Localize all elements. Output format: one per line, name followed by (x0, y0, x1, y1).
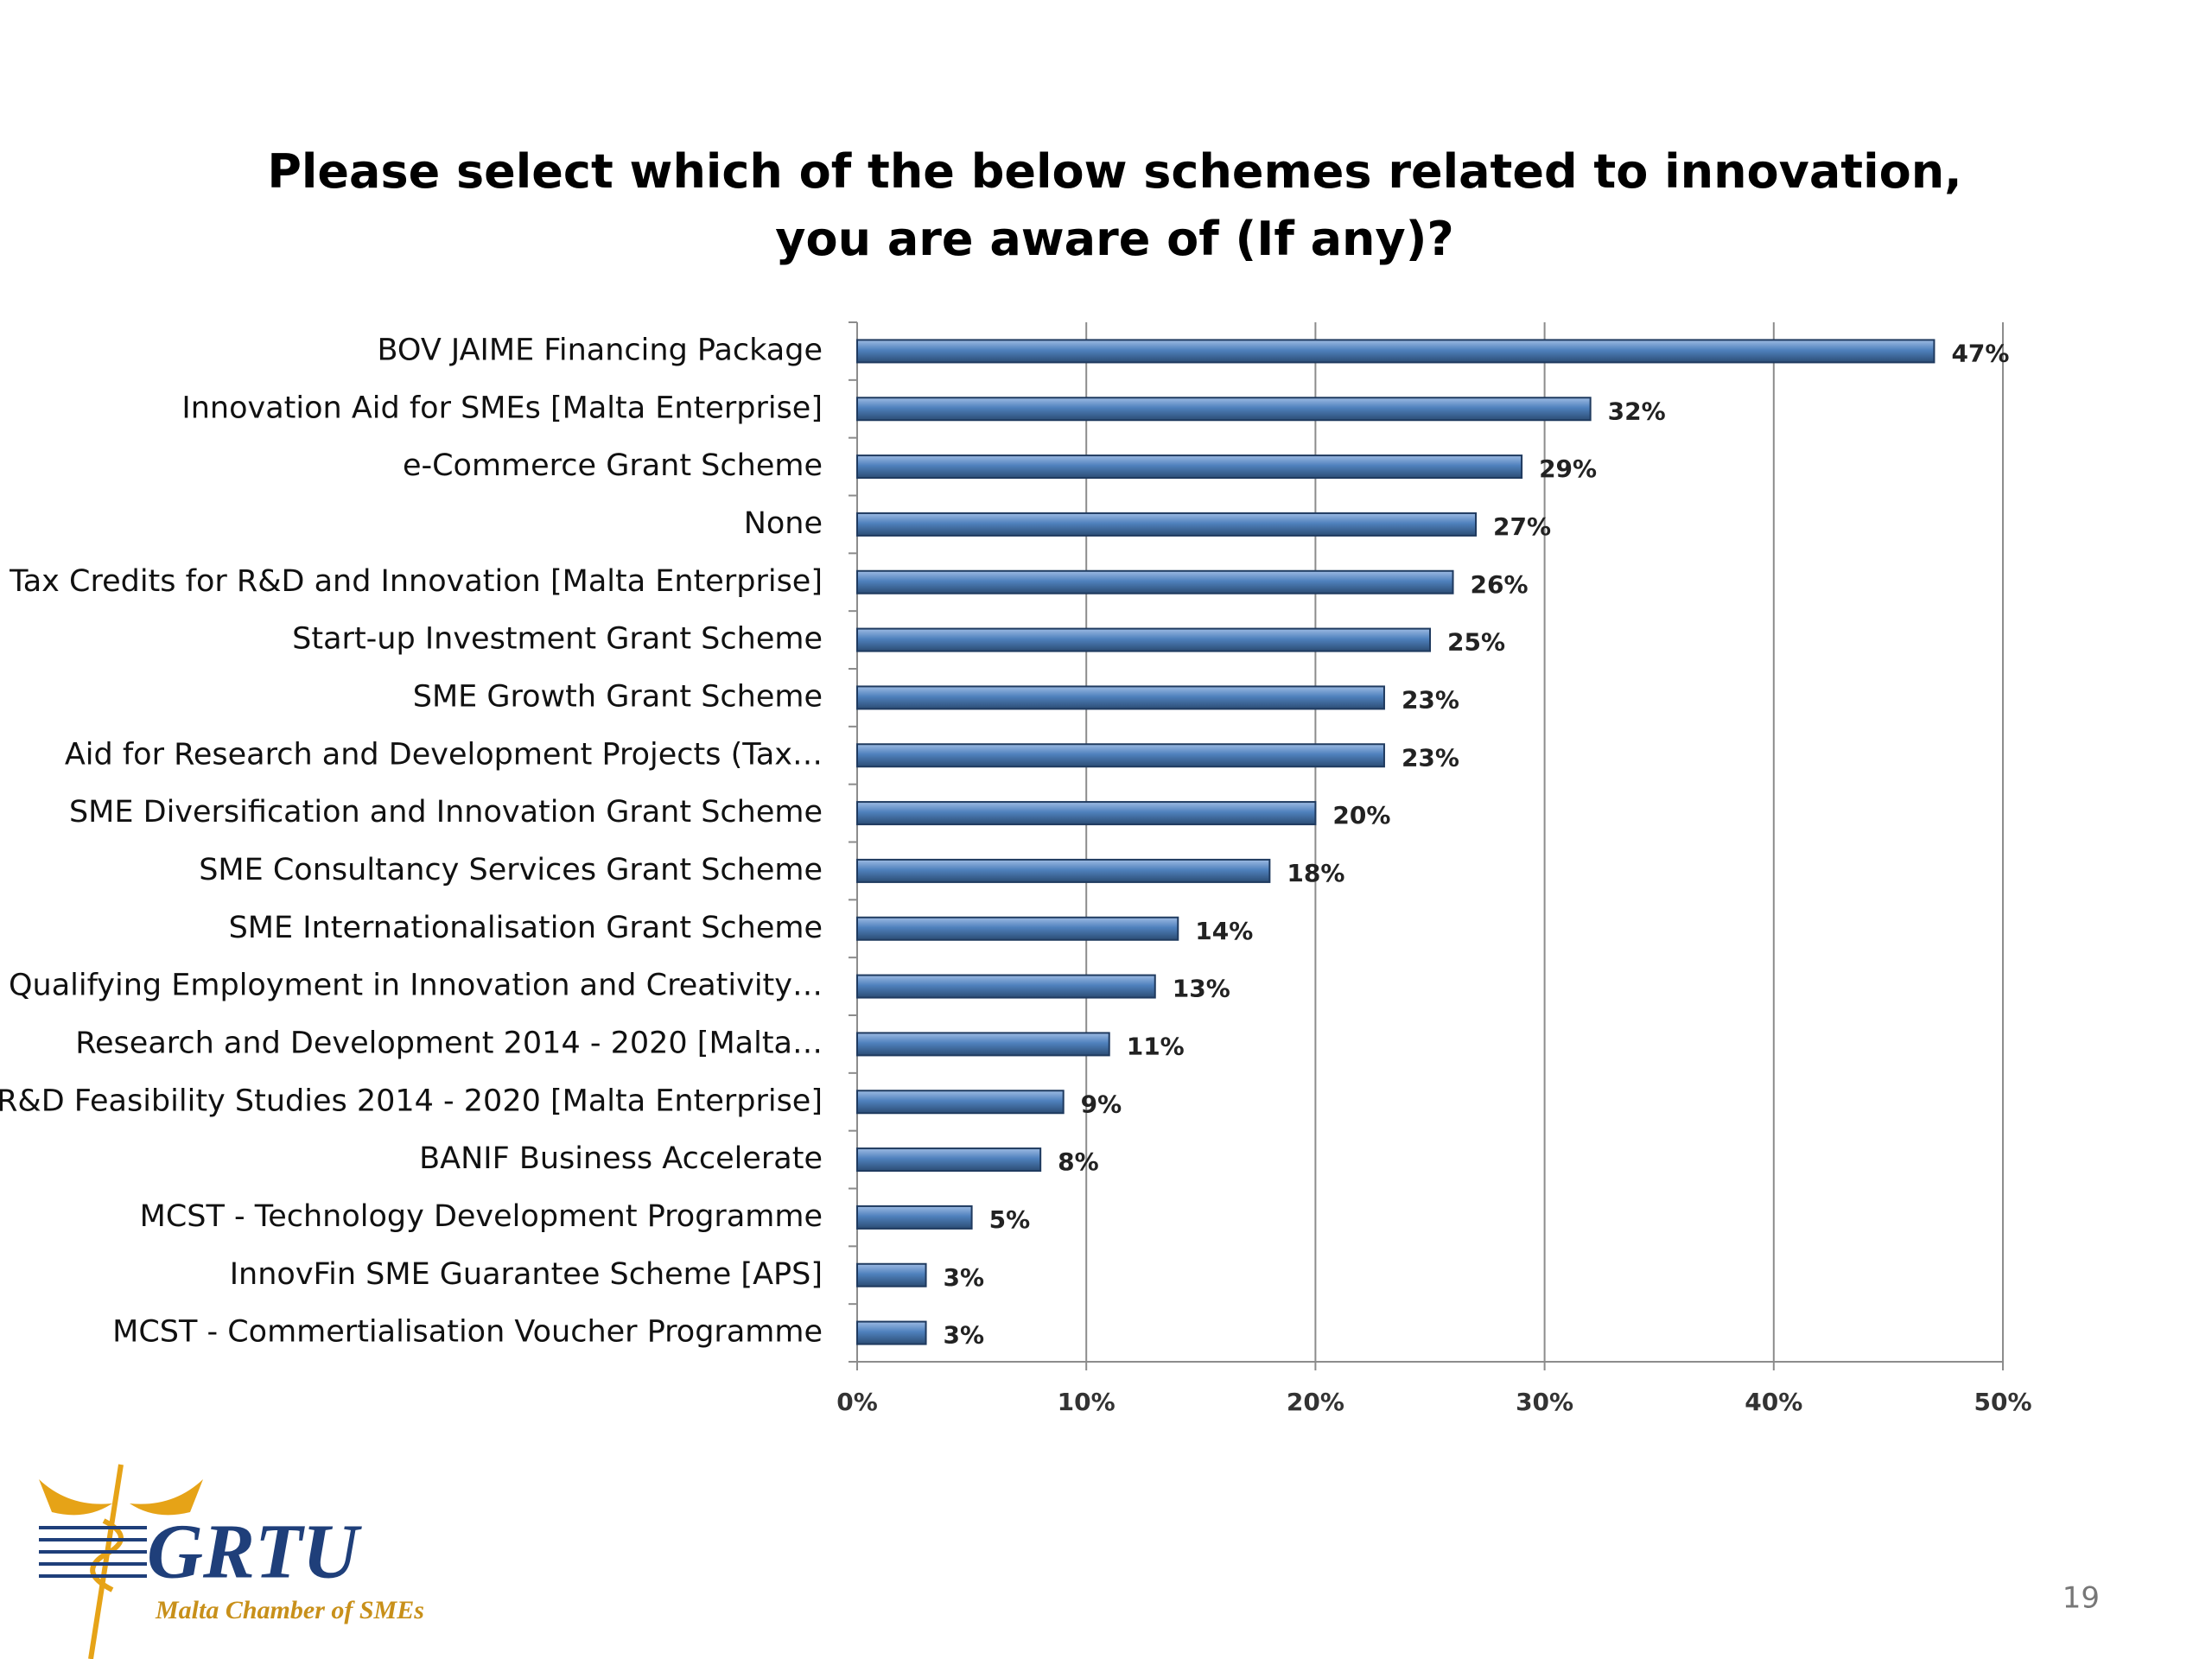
y-tick-label: SME Growth Grant Scheme (413, 679, 823, 714)
logo-wings (39, 1479, 203, 1516)
bar (856, 974, 1156, 999)
y-tick-label: Tax Credits for R&D and Innovation [Malt… (9, 564, 823, 599)
page-number: 19 (2063, 1581, 2100, 1616)
y-tick-label: None (744, 506, 823, 541)
y-tick-label: Aid for Research and Development Project… (65, 737, 823, 772)
value-label: 14% (1195, 917, 1253, 945)
logo-snake (90, 1518, 124, 1592)
value-label: 26% (1471, 570, 1529, 599)
y-tick-label: MCST - Technology Development Programme (140, 1199, 823, 1234)
bar (856, 569, 1454, 594)
value-label: 20% (1332, 801, 1390, 830)
logo-name: GRTU (147, 1510, 362, 1595)
bar (856, 1147, 1042, 1173)
y-tick-label: SME Diversification and Innovation Grant… (69, 795, 823, 830)
value-label: 5% (989, 1205, 1031, 1234)
bar (856, 1320, 927, 1345)
x-tick-label: 0% (836, 1388, 878, 1416)
bar (856, 1032, 1110, 1057)
bar (856, 512, 1478, 537)
y-tick-label: Qualifying Employment in Innovation and … (9, 969, 823, 1003)
bar (856, 1090, 1065, 1115)
logo-lines (39, 1526, 147, 1578)
bar (856, 397, 1592, 422)
value-label: 3% (944, 1321, 985, 1350)
y-tick-label: MCST - Commertialisation Voucher Program… (112, 1315, 823, 1350)
bar (856, 685, 1385, 710)
value-label: 25% (1447, 628, 1505, 657)
bar (856, 858, 1271, 883)
x-tick-label: 10% (1058, 1388, 1116, 1416)
x-tick-label: 50% (1974, 1388, 2031, 1416)
bar (856, 916, 1179, 941)
value-label: 11% (1127, 1032, 1185, 1060)
value-label: 27% (1493, 512, 1551, 541)
value-label: 3% (944, 1263, 985, 1292)
y-tick-label: SME Internationalisation Grant Scheme (229, 911, 823, 945)
value-label: 47% (1951, 339, 2009, 367)
logo-staff (88, 1464, 124, 1659)
y-tick-label: Innovation Aid for SMEs [Malta Enterpris… (181, 391, 823, 425)
bar (856, 339, 1936, 364)
value-label: 13% (1173, 975, 1230, 1003)
value-label: 9% (1081, 1090, 1122, 1118)
bar (856, 627, 1431, 652)
y-tick-label: R&D Feasibility Studies 2014 - 2020 [Mal… (0, 1084, 823, 1118)
y-tick-label: InnovFin SME Guarantee Scheme [APS] (230, 1257, 823, 1292)
x-tick-label: 40% (1745, 1388, 1802, 1416)
y-tick-label: BOV JAIME Financing Package (378, 333, 823, 367)
chart-title: Please select which of the below schemes… (267, 144, 1962, 266)
value-label: 23% (1402, 685, 1459, 714)
bar (856, 454, 1523, 480)
bar (856, 1262, 927, 1287)
bar (856, 1205, 973, 1230)
x-tick-label: 20% (1287, 1388, 1344, 1416)
value-label: 29% (1539, 454, 1597, 483)
value-label: 23% (1402, 743, 1459, 772)
bar (856, 801, 1317, 826)
y-tick-label: BANIF Business Accelerate (419, 1141, 823, 1176)
value-label: 32% (1608, 397, 1666, 425)
bar (856, 743, 1385, 768)
y-tick-label: SME Consultancy Services Grant Scheme (199, 853, 823, 887)
y-tick-label: e-Commerce Grant Scheme (403, 448, 823, 483)
x-tick-label: 30% (1516, 1388, 1573, 1416)
y-tick-label: Research and Development 2014 - 2020 [Ma… (75, 1026, 823, 1060)
logo-tagline: Malta Chamber of SMEs (155, 1596, 424, 1624)
logo: GRTU Malta Chamber of SMEs (39, 1464, 424, 1659)
value-label: 18% (1287, 859, 1344, 887)
value-label: 8% (1058, 1147, 1099, 1176)
y-tick-label: Start-up Investment Grant Scheme (292, 622, 823, 657)
